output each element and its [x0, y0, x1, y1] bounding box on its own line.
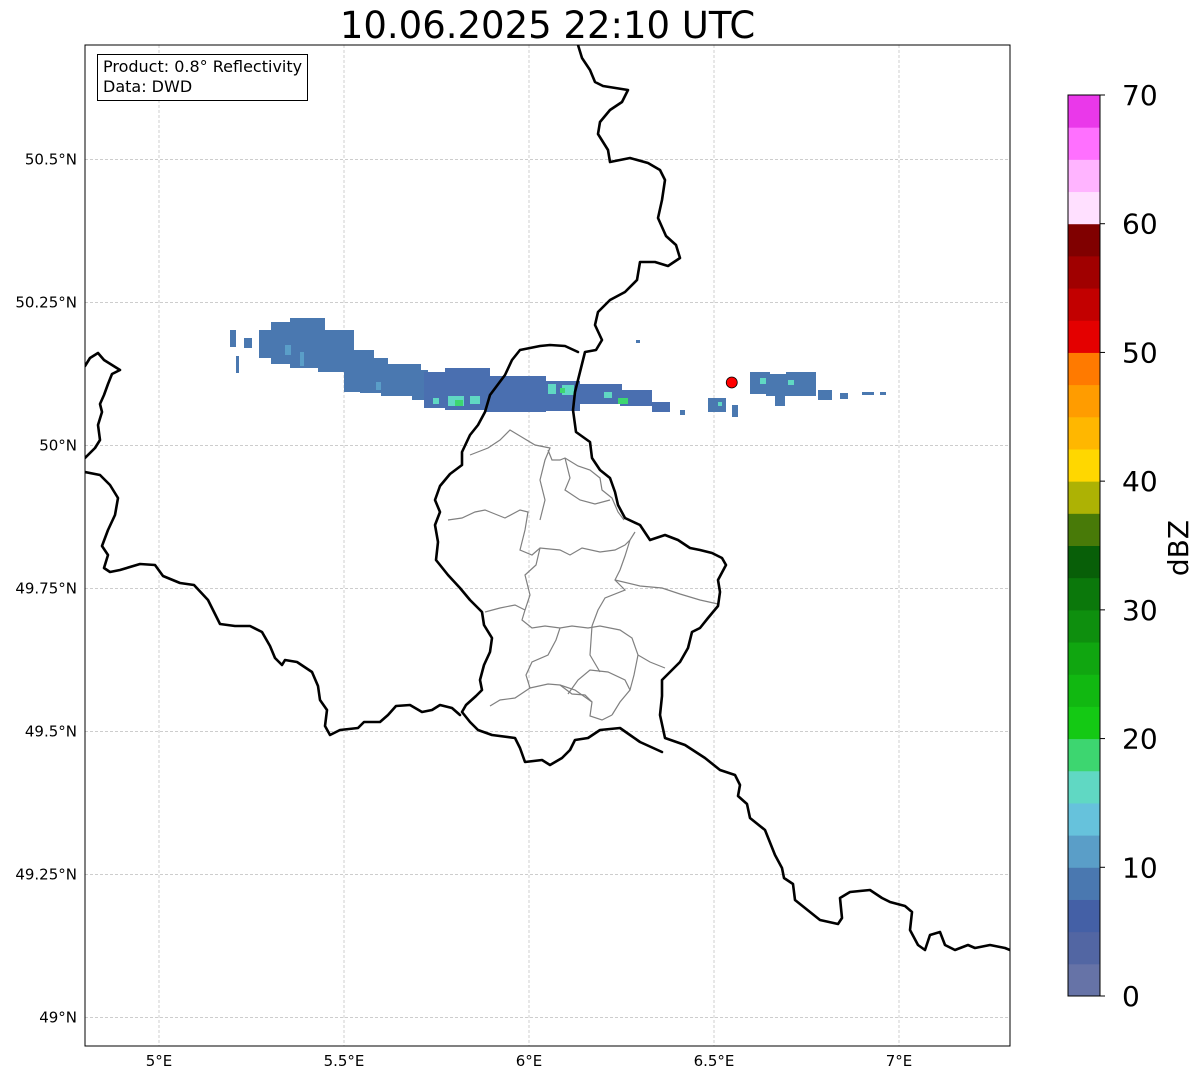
colorbar-segment	[1068, 770, 1100, 804]
colorbar-segment	[1068, 738, 1100, 772]
colorbar-tick-label: 0	[1122, 980, 1140, 1013]
colorbar-segment	[1068, 127, 1100, 160]
map-title: 10.06.2025 22:10 UTC	[339, 4, 756, 47]
colorbar-tick-label: 50	[1122, 336, 1158, 369]
colorbar-segment	[1068, 609, 1100, 643]
colorbar-tick-label: 20	[1122, 723, 1158, 756]
colorbar-segment	[1068, 674, 1100, 707]
colorbar-segment	[1068, 706, 1100, 740]
colorbar-segment	[1068, 835, 1100, 868]
radar-site-marker	[725, 376, 738, 389]
map-background	[85, 45, 1010, 1046]
colorbar-segment	[1068, 159, 1100, 193]
data-source-label: Data: DWD	[103, 77, 193, 96]
lon-tick-label: 6°E	[516, 1052, 543, 1070]
colorbar-tick-label: 30	[1122, 594, 1158, 627]
colorbar-segment	[1068, 191, 1100, 225]
lat-tick-label: 50.25°N	[15, 293, 77, 311]
colorbar-segment	[1068, 448, 1100, 482]
colorbar-segment	[1068, 931, 1100, 965]
axis-ticks: 50.5°N 50.25°N 50°N 49.75°N 49.5°N 49.25°N 49°…	[15, 150, 912, 1070]
colorbar-segment	[1068, 545, 1100, 579]
colorbar: 0 10 20 30 40 50 60 70	[1067, 79, 1158, 1013]
echo-band-east-cells	[718, 378, 794, 406]
echo-band-east	[636, 340, 886, 417]
colorbar-segment	[1068, 255, 1100, 289]
lat-tick-label: 50.5°N	[25, 150, 77, 168]
colorbar-tick-label: 40	[1122, 465, 1158, 498]
colorbar-segment	[1068, 320, 1100, 353]
colorbar-segment	[1068, 352, 1100, 386]
radar-echoes	[230, 318, 886, 417]
echo-band-west-light	[285, 345, 381, 390]
lon-tick-label: 5°E	[146, 1052, 173, 1070]
lat-tick-label: 50°N	[39, 436, 77, 454]
colorbar-segment	[1068, 288, 1100, 321]
colorbar-segment	[1068, 802, 1100, 836]
colorbar-tick-label: 70	[1122, 79, 1158, 112]
colorbar-frame	[1067, 94, 1101, 997]
map-frame	[84, 44, 1011, 1047]
lat-tick-label: 49.5°N	[25, 722, 77, 740]
colorbar-segment	[1068, 963, 1100, 997]
colorbar-segment	[1068, 642, 1100, 675]
colorbar-tick-label: 60	[1122, 208, 1158, 241]
lon-tick-label: 5.5°E	[324, 1052, 365, 1070]
lat-tick-label: 49.75°N	[15, 579, 77, 597]
admin-district-borders	[447, 429, 719, 721]
lat-tick-label: 49.25°N	[15, 865, 77, 883]
lon-tick-label: 6.5°E	[694, 1052, 735, 1070]
colorbar-segment	[1068, 899, 1100, 933]
colorbar-segment	[1068, 416, 1100, 450]
colorbar-segment	[1068, 481, 1100, 514]
colorbar-segment	[1068, 95, 1100, 128]
colorbar-segment	[1068, 223, 1100, 257]
country-borders	[85, 45, 1010, 952]
echo-band-west	[230, 318, 428, 400]
product-info-box: Product: 0.8° Reflectivity Data: DWD	[97, 54, 309, 101]
echo-band-central-core	[455, 388, 628, 406]
gridlines	[85, 45, 1010, 1046]
colorbar-tick-label: 10	[1122, 851, 1158, 884]
lon-tick-label: 7°E	[886, 1052, 913, 1070]
colorbar-label: dBZ	[1162, 520, 1195, 576]
colorbar-segment	[1068, 867, 1100, 900]
colorbar-segment	[1068, 384, 1100, 418]
colorbar-segment	[1068, 577, 1100, 611]
product-label: Product: 0.8° Reflectivity	[103, 57, 303, 76]
colorbar-segment	[1068, 513, 1100, 546]
lat-tick-label: 49°N	[39, 1008, 77, 1026]
